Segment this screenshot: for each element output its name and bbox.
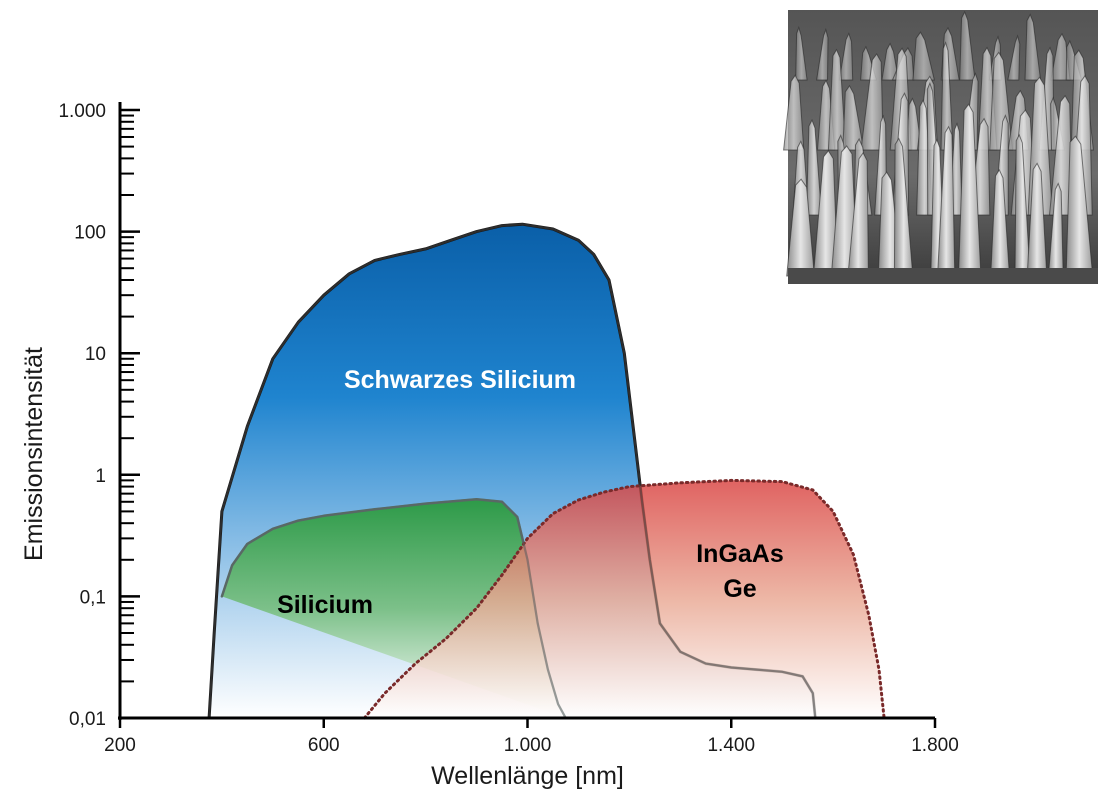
- axes-layer: 0,01 0,1 1 10 100 1.000 200 600 1.000 1.400 1.800 W…: [20, 101, 959, 790]
- y-tick-label: 1: [95, 466, 106, 487]
- outline-silicium: [220, 498, 567, 719]
- y-tick-label: 0,1: [80, 587, 106, 608]
- x-tick-label: 1.400: [707, 735, 755, 756]
- y-tick-label: 1.000: [58, 101, 106, 122]
- x-tick-label: 600: [308, 735, 340, 756]
- series-ingaas-ge: [363, 478, 886, 720]
- series-label-silicium: Silicium: [277, 591, 373, 619]
- x-tick-label: 1.800: [911, 735, 959, 756]
- y-tick-label: 100: [74, 223, 106, 244]
- x-tick-label: 200: [104, 735, 136, 756]
- outline-schwarzes-silicium: [208, 223, 817, 719]
- series-label-ingaas-ge: InGaAs Ge: [696, 540, 784, 603]
- inset-spike: [816, 28, 829, 81]
- inset-image: [783, 10, 1098, 284]
- series-label-schwarzes-silicium: Schwarzes Silicium: [344, 366, 576, 394]
- y-tick-label: 10: [85, 344, 106, 365]
- labels-layer: Schwarzes Silicium Silicium InGaAs Ge: [277, 366, 784, 619]
- line-ingaas-ge: [363, 478, 886, 720]
- inset-substrate: [788, 268, 1098, 284]
- inset-spike: [838, 32, 854, 81]
- area-ingaas-ge: [364, 480, 885, 718]
- areas-layer: [207, 222, 886, 720]
- x-axis-title: Wellenlänge [nm]: [431, 762, 624, 790]
- x-tick-label: 1.000: [504, 735, 552, 756]
- y-axis-title: Emissionsintensität: [20, 347, 48, 561]
- inset-spike: [1007, 34, 1021, 81]
- inset-spike: [795, 25, 808, 81]
- y-tick-label: 0,01: [69, 709, 106, 730]
